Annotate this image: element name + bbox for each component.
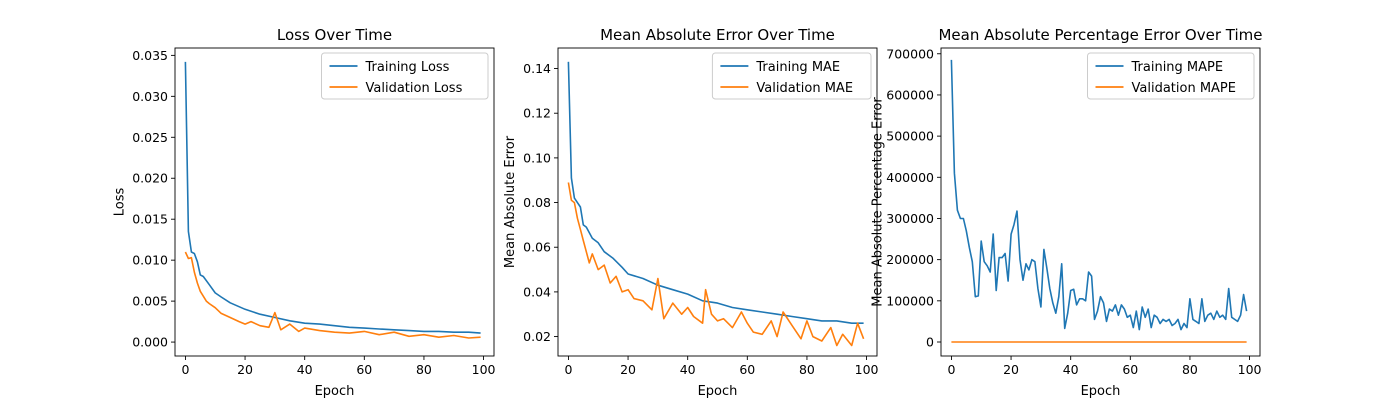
plot-frame — [557, 47, 878, 357]
chart-title: Mean Absolute Percentage Error Over Time — [938, 26, 1262, 44]
y-tick-label: 0.10 — [523, 150, 551, 165]
y-axis-label: Mean Absolute Percentage Error — [870, 97, 885, 307]
x-axis-label: Epoch — [1081, 384, 1121, 399]
series-line-1 — [567, 61, 864, 325]
legend: Training MAE Validation MAE — [711, 52, 872, 100]
legend-label: Validation MAE — [756, 81, 853, 96]
legend: Training Loss Validation Loss — [321, 52, 489, 100]
plot-frame — [940, 47, 1261, 357]
y-tick-label: 0.02 — [523, 329, 551, 344]
legend-box — [711, 52, 872, 100]
x-axis-label: Epoch — [698, 384, 738, 399]
x-tick-label: 80 — [416, 362, 432, 377]
x-tick-label: 60 — [356, 362, 372, 377]
x-tick-label: 40 — [1063, 362, 1079, 377]
x-tick-label: 0 — [564, 362, 572, 377]
y-tick-label: 200000 — [886, 252, 934, 267]
y-tick-label: 0.04 — [523, 284, 551, 299]
x-tick-label: 40 — [680, 362, 696, 377]
y-tick-label: 400000 — [886, 170, 934, 185]
y-tick-label: 0.000 — [132, 335, 168, 350]
legend-label: Validation Loss — [366, 81, 463, 96]
y-tick-label: 0.005 — [132, 294, 168, 309]
x-tick-label: 0 — [947, 362, 955, 377]
series-line-1 — [184, 61, 481, 334]
series-line-1 — [950, 59, 1248, 331]
x-tick-label: 0 — [181, 362, 189, 377]
y-tick-label: 0.035 — [132, 48, 168, 63]
legend-label: Training Loss — [365, 60, 450, 75]
x-tick-label: 80 — [799, 362, 815, 377]
chart-3: 0 20 40 60 80 100 0 100000 200000 300000 400000 500… — [870, 26, 1262, 399]
x-tick-label: 100 — [472, 362, 496, 377]
chart-1: 0 20 40 60 80 100 0.000 0.005 0.010 0.015 0.020 0.0… — [112, 26, 495, 399]
y-tick-label: 600000 — [886, 87, 934, 102]
y-axis-label: Loss — [112, 188, 127, 217]
x-tick-label: 20 — [620, 362, 636, 377]
y-tick-label: 0.025 — [132, 130, 168, 145]
legend-box — [1087, 52, 1255, 100]
legend-label: Training MAPE — [1131, 60, 1224, 75]
x-tick-label: 60 — [1122, 362, 1138, 377]
x-tick-label: 20 — [237, 362, 253, 377]
y-tick-label: 0 — [926, 335, 934, 350]
y-tick-label: 0.12 — [523, 106, 551, 121]
y-tick-label: 700000 — [886, 46, 934, 61]
y-tick-label: 0.030 — [132, 89, 168, 104]
x-tick-label: 100 — [1238, 362, 1262, 377]
y-tick-label: 500000 — [886, 129, 934, 144]
legend-label: Validation MAPE — [1132, 81, 1237, 96]
x-axis-label: Epoch — [315, 384, 355, 399]
series-line-2 — [184, 251, 481, 339]
legend: Training MAPE Validation MAPE — [1087, 52, 1255, 100]
y-tick-label: 0.08 — [523, 195, 551, 210]
y-tick-label: 0.010 — [132, 253, 168, 268]
y-tick-label: 0.14 — [523, 61, 551, 76]
plot-frame — [174, 47, 495, 357]
legend-box — [321, 52, 489, 100]
y-axis-label: Mean Absolute Error — [503, 135, 518, 268]
chart-title: Mean Absolute Error Over Time — [600, 26, 835, 44]
x-tick-label: 80 — [1182, 362, 1198, 377]
x-tick-label: 20 — [1003, 362, 1019, 377]
x-tick-label: 60 — [739, 362, 755, 377]
y-tick-label: 0.020 — [132, 171, 168, 186]
y-tick-label: 300000 — [886, 211, 934, 226]
y-tick-label: 0.06 — [523, 240, 551, 255]
series-line-2 — [567, 182, 865, 347]
y-tick-label: 0.015 — [132, 212, 168, 227]
x-tick-label: 40 — [297, 362, 313, 377]
chart-2: 0 20 40 60 80 100 0.02 0.04 0.06 0.08 0.10 0.12 0.14… — [503, 26, 878, 399]
chart-title: Loss Over Time — [277, 26, 392, 44]
legend-label: Training MAE — [755, 60, 840, 75]
y-tick-label: 100000 — [886, 293, 934, 308]
x-tick-label: 100 — [855, 362, 879, 377]
